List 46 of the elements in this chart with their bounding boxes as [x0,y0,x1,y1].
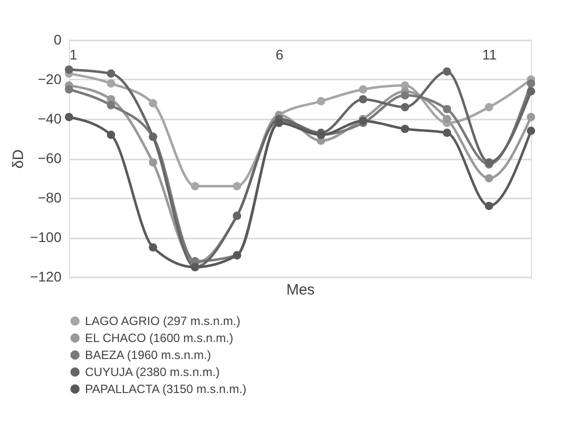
x-axis-title: Mes [286,282,315,298]
point [526,126,536,136]
legend-label: LAGO AGRIO (297 m.s.n.m.) [85,314,240,328]
point [106,130,116,139]
point [400,124,410,134]
legend-label: PAPALLACTA (3150 m.s.n.m.) [85,382,246,396]
point [484,202,494,210]
point [484,102,494,112]
point [64,112,74,122]
point [148,158,158,167]
point [106,79,116,88]
point [106,69,116,78]
point [190,182,200,190]
legend-label: EL CHACO (1600 m.s.n.m.) [85,331,234,345]
point [358,95,368,104]
point [316,97,326,106]
point [484,174,494,182]
y-axis-title: δD [10,149,27,169]
point [526,79,536,88]
y-tick-label: −60 [38,150,62,166]
y-tick-label: −80 [38,190,62,206]
y-tick-label: −100 [30,229,62,245]
point [64,85,74,94]
y-tick-label: −120 [30,268,62,284]
point [148,243,158,252]
point [148,99,158,108]
x-tick-label: 1 [70,46,78,62]
point [526,87,536,96]
legend-label: BAEZA (1960 m.s.n.m.) [85,348,212,362]
point [64,65,74,74]
y-tick-label: −40 [38,110,62,126]
point [442,114,452,124]
point [232,182,242,190]
point [442,128,452,137]
y-tick-label: −20 [38,71,62,87]
legend-label: CUYUJA (2380 m.s.n.m.) [85,365,220,379]
point [106,101,116,110]
point [400,102,410,112]
point [526,112,536,122]
point [358,85,368,94]
point [400,91,410,100]
y-tick-label: 0 [54,32,62,48]
x-tick-label: 11 [482,46,497,62]
point [442,67,452,76]
point [442,104,452,114]
x-tick-label: 6 [276,46,284,62]
